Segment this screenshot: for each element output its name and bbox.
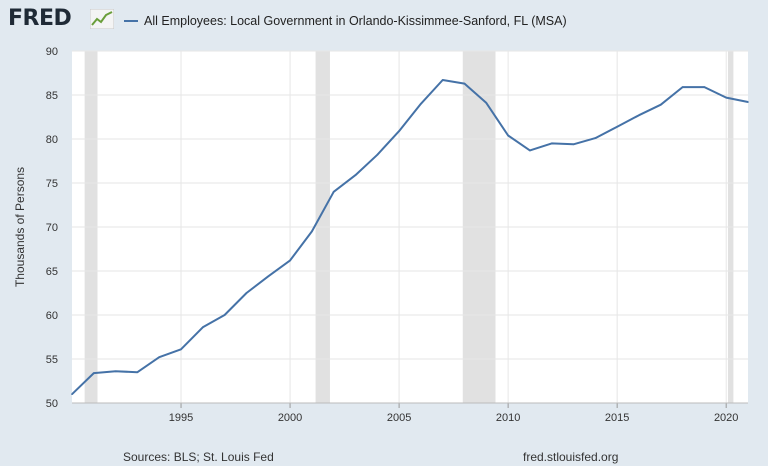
x-tick-label: 2000: [278, 412, 302, 424]
data-point: [572, 143, 575, 146]
x-tick-label: 2015: [605, 412, 629, 424]
footer-site-link[interactable]: fred.stlouisfed.org: [523, 450, 619, 464]
y-tick-label: 85: [46, 90, 58, 102]
fred-logo[interactable]: FRED: [8, 6, 72, 31]
data-point: [311, 230, 313, 233]
footer-sources: Sources: BLS; St. Louis Fed: [123, 450, 274, 464]
x-tick-label: 1995: [169, 412, 193, 424]
header: FRED All Employees: Local Government in …: [0, 0, 768, 40]
y-tick-label: 75: [46, 178, 58, 190]
series-line: [71, 79, 749, 395]
data-point: [354, 174, 357, 176]
legend-swatch: [124, 19, 138, 22]
data-point: [681, 86, 684, 88]
data-point: [398, 130, 400, 132]
y-tick-label: 90: [46, 46, 58, 58]
y-tick-label: 80: [46, 134, 58, 146]
data-point: [441, 79, 444, 81]
data-point: [289, 259, 291, 262]
y-tick-label: 65: [46, 266, 58, 278]
y-tick-label: 70: [46, 222, 58, 234]
data-point: [202, 326, 204, 329]
data-point: [180, 348, 182, 351]
data-point: [725, 96, 727, 99]
x-tick-label: 2005: [387, 412, 411, 424]
data-point: [616, 125, 618, 128]
data-point: [594, 137, 597, 139]
x-tick-label: 2010: [496, 412, 520, 424]
data-point: [550, 142, 553, 145]
data-point: [114, 370, 117, 373]
y-tick-label: 50: [46, 398, 58, 410]
x-tick-label: 2020: [714, 412, 738, 424]
y-axis-label: Thousands of Persons: [13, 167, 27, 287]
legend: All Employees: Local Government in Orlan…: [124, 12, 567, 28]
y-tick-label: 60: [46, 310, 58, 322]
data-point: [747, 101, 749, 103]
data-point: [71, 393, 73, 396]
data-point: [332, 191, 335, 193]
line-graph-icon: [90, 9, 114, 29]
data-point: [638, 114, 640, 117]
y-tick-label: 55: [46, 354, 58, 366]
data-point: [223, 314, 226, 316]
data-point: [93, 372, 95, 374]
data-point: [659, 103, 662, 106]
data-point: [507, 134, 509, 137]
legend-label: All Employees: Local Government in Orlan…: [144, 13, 567, 28]
data-point: [463, 82, 466, 85]
data-point: [136, 371, 139, 374]
data-point: [529, 149, 531, 152]
data-point: [703, 86, 706, 88]
data-point: [158, 356, 161, 359]
data-point: [485, 102, 488, 104]
data-point: [267, 275, 270, 278]
data-point: [245, 292, 248, 294]
data-point: [420, 103, 422, 105]
data-point: [376, 154, 379, 156]
